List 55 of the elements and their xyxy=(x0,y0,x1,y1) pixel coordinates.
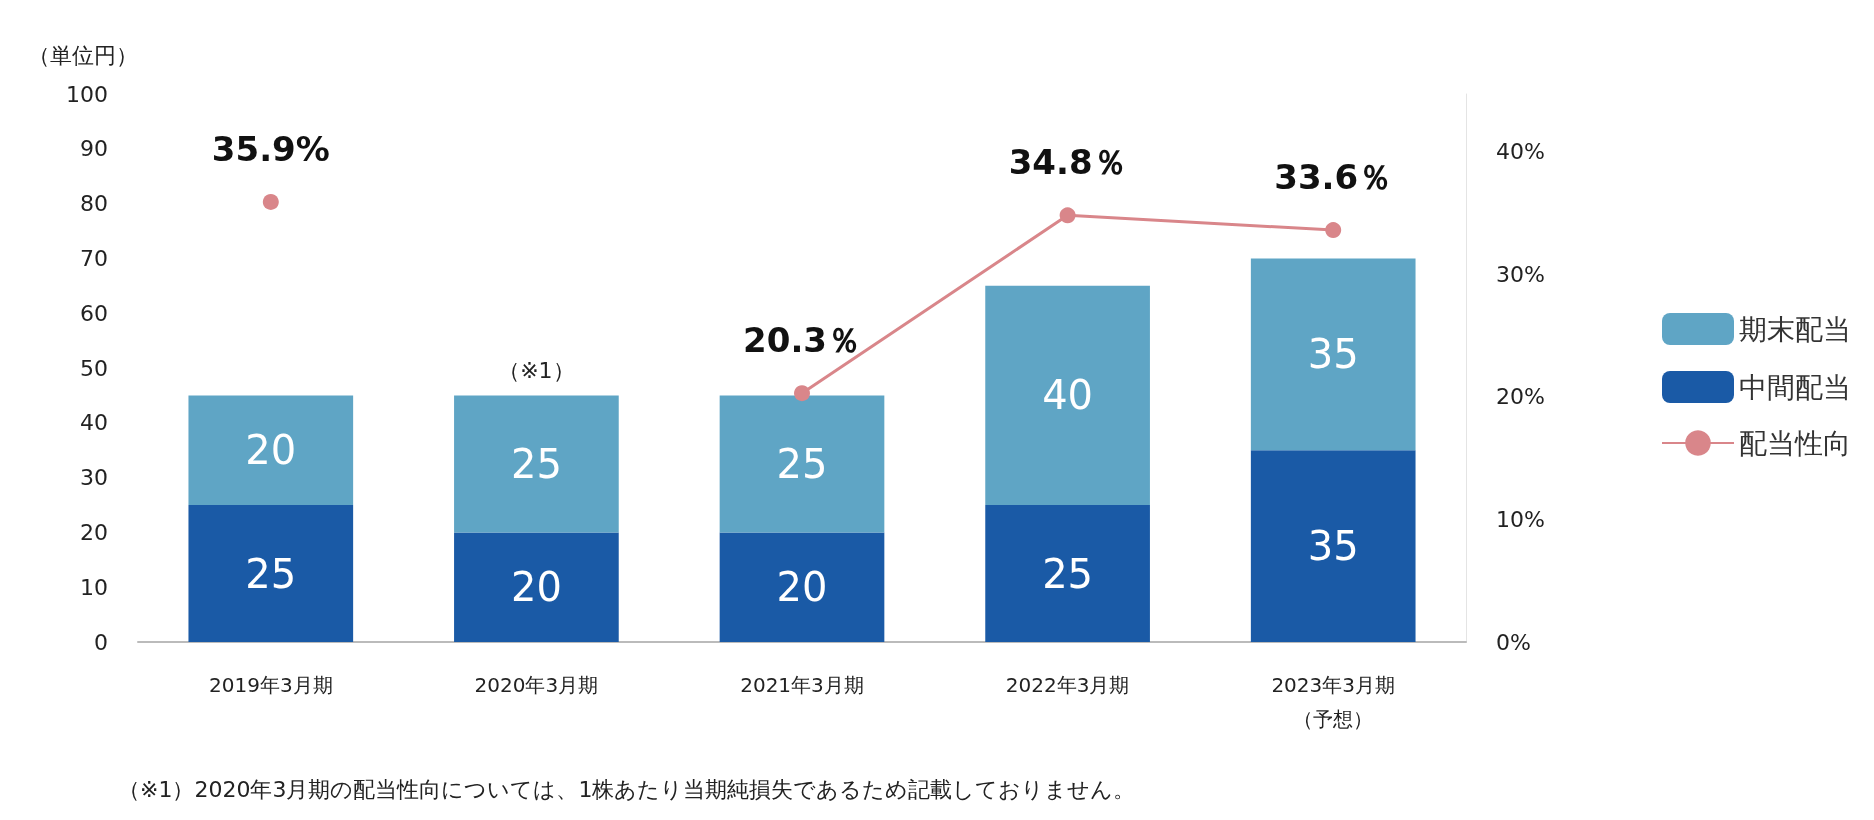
data-label: 25 xyxy=(245,550,297,597)
data-label: 33.6％ xyxy=(1274,157,1393,198)
y2-tick-label: 30% xyxy=(1496,261,1545,287)
legend-label: 配当性向 xyxy=(1739,426,1851,460)
x-tick-label: 2020年3月期 xyxy=(474,673,599,697)
bar xyxy=(985,505,1150,642)
data-label: 25 xyxy=(510,440,562,487)
point xyxy=(1059,207,1076,224)
y-tick-label: 80 xyxy=(80,191,108,217)
y-tick-label: 70 xyxy=(80,245,108,271)
y2-tick-label: 40% xyxy=(1496,139,1545,165)
bar xyxy=(1250,258,1416,451)
data-label: 40 xyxy=(1042,372,1094,419)
bar xyxy=(454,532,619,642)
legend-label: 中間配当 xyxy=(1739,370,1851,404)
y-tick-label: 100 xyxy=(66,81,108,107)
y-tick-label: 40 xyxy=(80,410,108,436)
y2-tick-label: 10% xyxy=(1496,506,1545,532)
point xyxy=(1325,222,1342,239)
data-label: 34.8％ xyxy=(1008,142,1127,183)
y-tick-label: 20 xyxy=(80,519,108,545)
x-tick-label: 2023年3月期（予想） xyxy=(1271,673,1396,731)
data-label: 35.9% xyxy=(211,128,330,169)
data-label: 20 xyxy=(245,427,297,474)
text: （※1）2020年3月期の配当性向については、1株あたり当期純損失であるため記載しておりません。 xyxy=(118,776,1136,802)
y-tick-label: 10 xyxy=(80,574,108,600)
y2-tick-label: 20% xyxy=(1496,384,1545,410)
point xyxy=(794,385,810,402)
bar xyxy=(454,395,619,533)
data-label: 35 xyxy=(1307,331,1359,378)
data-label: 20 xyxy=(776,564,828,611)
y-tick-label: 50 xyxy=(80,355,108,381)
data-label: 25 xyxy=(1042,550,1094,597)
bar xyxy=(188,505,354,642)
y-axis-title: （単位円） xyxy=(28,42,138,68)
data-label: 35 xyxy=(1307,523,1359,570)
point xyxy=(262,193,279,210)
bar xyxy=(985,285,1150,505)
data-label: 20 xyxy=(510,564,562,611)
bar xyxy=(188,395,354,505)
y-tick-label: 0 xyxy=(94,629,108,655)
data-label: 25 xyxy=(776,440,828,487)
bar xyxy=(719,532,885,642)
x-tick-label: 2022年3月期 xyxy=(1005,673,1130,697)
data-label: 20.3％ xyxy=(743,320,861,361)
y-tick-label: 30 xyxy=(80,465,108,491)
y2-tick-label: 0% xyxy=(1496,629,1531,655)
annotation: （※1） xyxy=(498,357,575,383)
bar xyxy=(1250,450,1416,642)
legend-label: 期末配当 xyxy=(1739,312,1851,346)
y-tick-label: 60 xyxy=(80,300,108,326)
x-tick-label: 2019年3月期 xyxy=(208,673,333,697)
x-tick-label: 2021年3月期 xyxy=(740,673,864,697)
y-tick-label: 90 xyxy=(80,136,108,162)
bar xyxy=(719,395,885,533)
